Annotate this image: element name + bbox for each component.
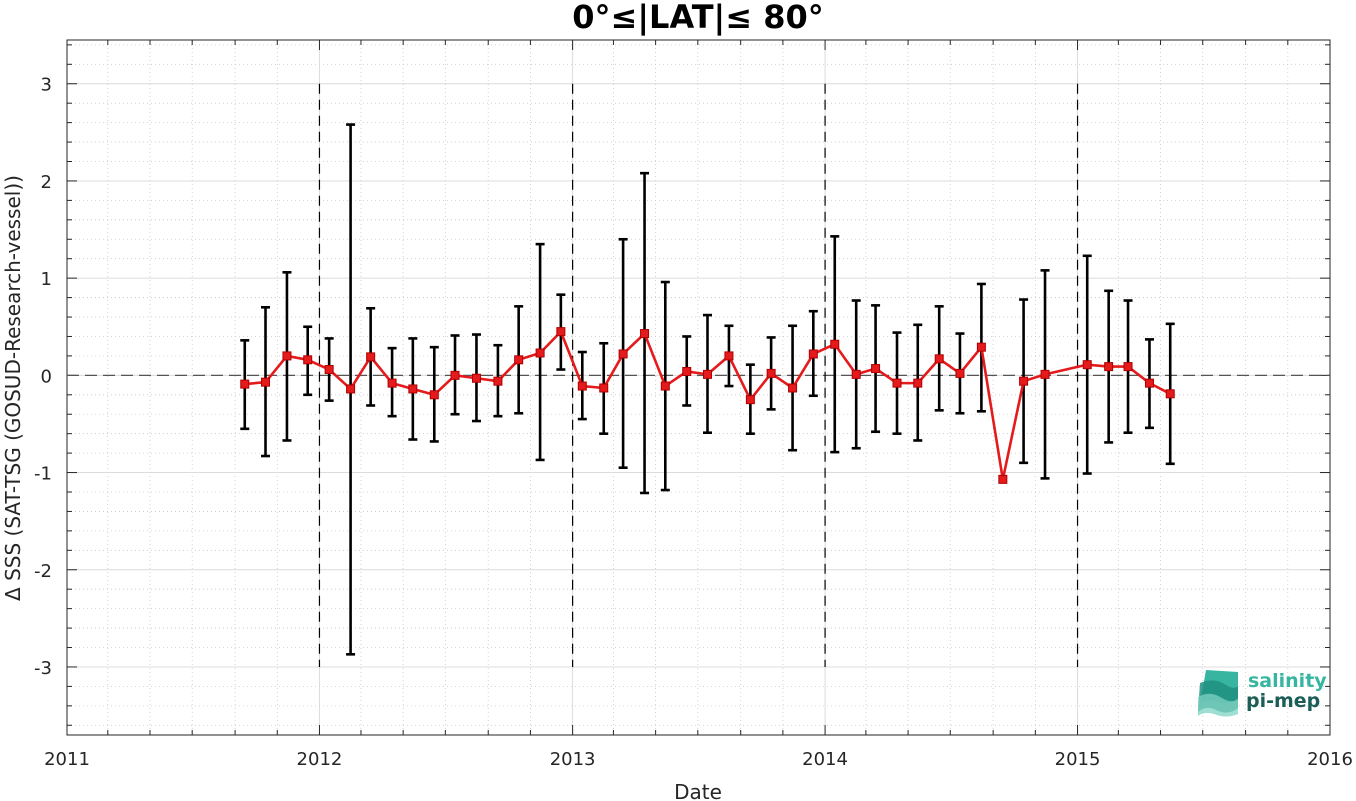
x-tick-label: 2013 [550,749,596,770]
data-point-marker [830,339,840,349]
axes: -3 -2 -1 0 1 2 3 2011 2012 2013 2014 2015 2016 [34,39,1353,770]
data-point-marker [1040,369,1050,379]
data-point-marker [493,376,503,386]
data-point-marker [724,351,734,361]
y-tick-label: 3 [41,75,52,96]
data-point-marker [1165,389,1175,399]
data-point-marker [1144,378,1154,388]
data-point-marker [618,349,628,359]
wave-logo-icon [1198,670,1238,717]
data-point-marker [577,381,587,391]
data-point-marker [808,349,818,359]
data-point-marker [599,383,609,393]
salinity-pi-mep-logo: salinity pi-mep [1198,670,1327,717]
data-point-marker [640,329,650,339]
y-tick-label: -1 [34,464,52,485]
x-tick-label: 2012 [297,749,343,770]
data-point-marker [702,369,712,379]
plot-box [66,39,1331,736]
data-point-marker [556,327,566,337]
data-point-marker [892,378,902,388]
logo-text-pi-mep: pi-mep [1246,690,1320,712]
data-point-marker [450,370,460,380]
data-point-marker [851,369,861,379]
data-point-marker [682,366,692,376]
series-markers [240,327,1175,484]
x-tick-label: 2011 [44,749,90,770]
y-tick-label: -3 [34,658,52,679]
y-tick-label: -2 [34,561,52,582]
y-tick-label: 1 [41,269,52,290]
data-point-marker [871,364,881,374]
data-point-marker [1019,376,1029,386]
data-point-marker [346,384,356,394]
data-point-marker [387,378,397,388]
data-point-marker [955,368,965,378]
x-tick-label: 2016 [1307,749,1353,770]
x-tick-label: 2015 [1055,749,1101,770]
y-tick-label: 2 [41,172,52,193]
data-point-marker [514,355,524,365]
data-point-marker [1123,362,1133,372]
chart-title: 0°≤|LAT|≤ 80° [572,0,823,37]
data-point-marker [660,381,670,391]
data-point-marker [324,365,334,375]
y-axis-label: Δ SSS (SAT-TSG (GOSUD-Research-vessel)) [1,175,25,601]
data-point-marker [471,373,481,383]
x-axis-label: Date [674,780,722,801]
data-point-marker [282,351,292,361]
logo-text-salinity: salinity [1248,670,1327,692]
data-point-marker [240,379,250,389]
data-point-marker [408,384,418,394]
data-point-marker [788,383,798,393]
data-point-marker [766,368,776,378]
data-point-marker [976,342,986,352]
data-point-marker [913,378,923,388]
data-point-marker [261,377,271,387]
data-point-marker [303,355,313,365]
grid [66,40,1331,735]
data-point-marker [1104,362,1114,372]
y-tick-label: 0 [41,366,52,387]
data-point-marker [429,390,439,400]
data-point-marker [535,348,545,358]
error-bars [240,123,1175,656]
data-point-marker [745,395,755,405]
x-tick-label: 2014 [802,749,848,770]
data-point-marker [934,354,944,364]
data-point-marker [366,352,376,362]
data-point-marker [1082,360,1092,370]
data-point-marker [998,474,1008,484]
